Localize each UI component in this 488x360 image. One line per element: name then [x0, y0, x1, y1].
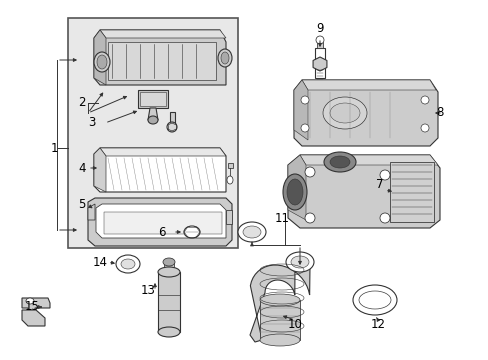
Ellipse shape: [290, 256, 308, 268]
Text: 2: 2: [78, 96, 85, 109]
Bar: [260, 300, 299, 340]
Ellipse shape: [315, 36, 324, 44]
Ellipse shape: [324, 152, 355, 172]
Polygon shape: [293, 80, 437, 146]
Text: 9: 9: [316, 22, 323, 35]
Ellipse shape: [420, 96, 428, 104]
Ellipse shape: [94, 52, 110, 72]
Ellipse shape: [116, 255, 140, 273]
Ellipse shape: [420, 124, 428, 132]
Bar: [163, 262, 174, 272]
Ellipse shape: [226, 176, 232, 184]
Ellipse shape: [283, 174, 306, 210]
Text: 8: 8: [435, 107, 443, 120]
Text: 4: 4: [78, 162, 85, 175]
Ellipse shape: [305, 167, 314, 177]
Ellipse shape: [358, 291, 390, 309]
Text: 7: 7: [375, 179, 383, 192]
Polygon shape: [94, 30, 106, 85]
Ellipse shape: [221, 52, 228, 64]
Ellipse shape: [379, 213, 389, 223]
Text: 1: 1: [50, 141, 58, 154]
Ellipse shape: [167, 122, 177, 132]
Bar: [104, 212, 222, 234]
Ellipse shape: [163, 258, 175, 266]
Polygon shape: [287, 155, 439, 228]
Polygon shape: [287, 155, 305, 220]
Text: 3: 3: [88, 117, 96, 130]
Polygon shape: [302, 80, 435, 90]
Polygon shape: [94, 148, 106, 192]
Bar: [140, 92, 165, 106]
Ellipse shape: [379, 170, 389, 180]
Text: 15: 15: [24, 301, 40, 314]
Bar: [108, 42, 216, 80]
Polygon shape: [293, 80, 307, 140]
Polygon shape: [249, 265, 309, 342]
Polygon shape: [88, 198, 231, 246]
Ellipse shape: [158, 327, 180, 337]
Text: 6: 6: [158, 225, 165, 238]
Ellipse shape: [329, 156, 349, 168]
Ellipse shape: [260, 334, 299, 346]
Polygon shape: [94, 148, 225, 192]
Ellipse shape: [26, 298, 34, 304]
Bar: [314, 48, 325, 78]
Ellipse shape: [148, 116, 158, 124]
Bar: [227, 163, 232, 168]
Bar: [316, 42, 323, 48]
Bar: [138, 90, 168, 108]
Ellipse shape: [183, 226, 200, 238]
Polygon shape: [96, 204, 225, 238]
Ellipse shape: [301, 124, 308, 132]
Ellipse shape: [285, 252, 313, 272]
Bar: [158, 272, 180, 332]
Bar: [389, 162, 433, 222]
Ellipse shape: [218, 49, 231, 67]
Ellipse shape: [329, 103, 359, 123]
Ellipse shape: [121, 259, 135, 269]
Polygon shape: [299, 155, 437, 165]
Ellipse shape: [301, 96, 308, 104]
Text: 14: 14: [92, 256, 107, 269]
Polygon shape: [94, 30, 225, 85]
Bar: [170, 112, 175, 126]
Polygon shape: [88, 204, 95, 220]
Polygon shape: [148, 108, 158, 120]
Text: 11: 11: [274, 211, 289, 225]
Ellipse shape: [243, 226, 261, 238]
Ellipse shape: [352, 285, 396, 315]
Ellipse shape: [238, 222, 265, 242]
Text: 13: 13: [140, 284, 155, 297]
Polygon shape: [100, 30, 225, 38]
Bar: [136, 260, 142, 268]
Ellipse shape: [305, 213, 314, 223]
Polygon shape: [22, 310, 45, 326]
Text: 12: 12: [370, 319, 385, 332]
Ellipse shape: [286, 179, 303, 205]
Ellipse shape: [158, 267, 180, 277]
Bar: [68, 18, 238, 248]
Text: 5: 5: [78, 198, 85, 211]
Text: 10: 10: [287, 319, 302, 332]
Polygon shape: [22, 298, 50, 320]
Ellipse shape: [97, 55, 107, 69]
Polygon shape: [100, 148, 225, 156]
Ellipse shape: [323, 97, 366, 129]
Polygon shape: [312, 57, 326, 71]
Ellipse shape: [260, 294, 299, 306]
Polygon shape: [225, 210, 231, 224]
